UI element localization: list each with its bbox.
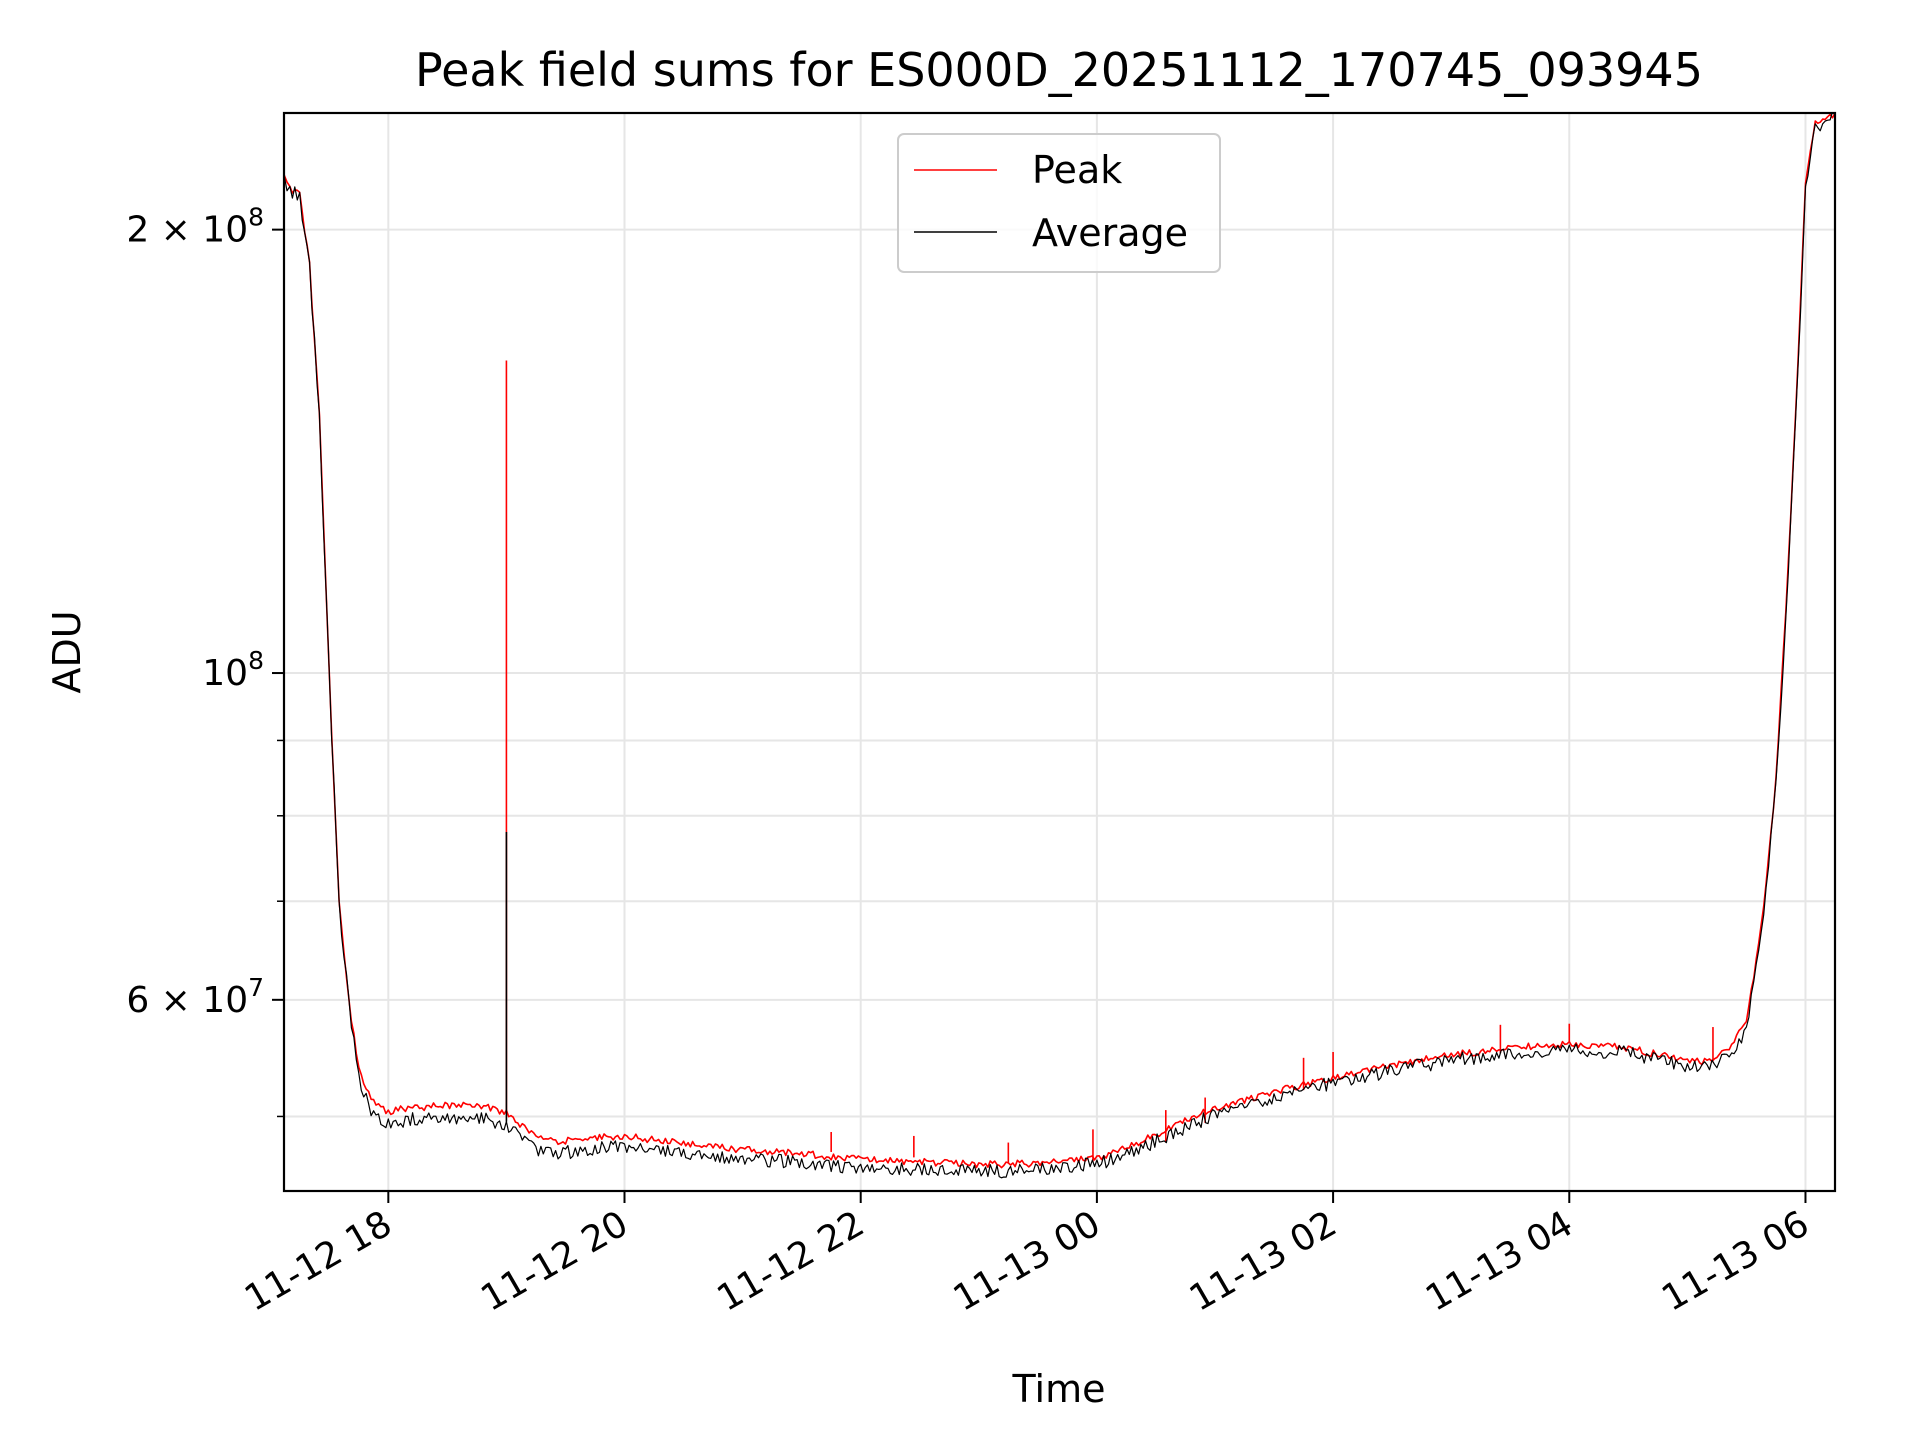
plot-frame bbox=[282, 111, 1837, 1193]
chart-title: Peak field sums for ES000D_20251112_1707… bbox=[415, 43, 1703, 97]
legend: Peak Average bbox=[897, 133, 1221, 273]
grid bbox=[284, 113, 1835, 1191]
legend-label-peak: Peak bbox=[1032, 148, 1122, 192]
legend-label-average: Average bbox=[1032, 211, 1188, 255]
series-layer bbox=[284, 113, 1835, 1179]
series-line-average bbox=[284, 113, 1835, 1179]
y-tick-label: 108 bbox=[202, 646, 264, 694]
y-tick-exponent: 8 bbox=[248, 203, 264, 232]
x-axis-label: Time bbox=[1012, 1367, 1106, 1411]
y-tick-label: 6 × 107 bbox=[126, 973, 264, 1021]
y-tick-exponent: 7 bbox=[248, 973, 264, 1002]
series-average bbox=[284, 113, 1835, 1179]
y-tick-base: 2 × 10 bbox=[126, 210, 248, 251]
series-line-peak bbox=[284, 113, 1835, 1169]
y-tick-exponent: 8 bbox=[248, 646, 264, 675]
y-tick-base: 6 × 10 bbox=[126, 980, 248, 1021]
y-axis-label: ADU bbox=[45, 610, 89, 693]
y-tick-label: 2 × 108 bbox=[126, 203, 264, 251]
y-tick-base: 10 bbox=[202, 653, 248, 694]
legend-box bbox=[897, 133, 1221, 273]
